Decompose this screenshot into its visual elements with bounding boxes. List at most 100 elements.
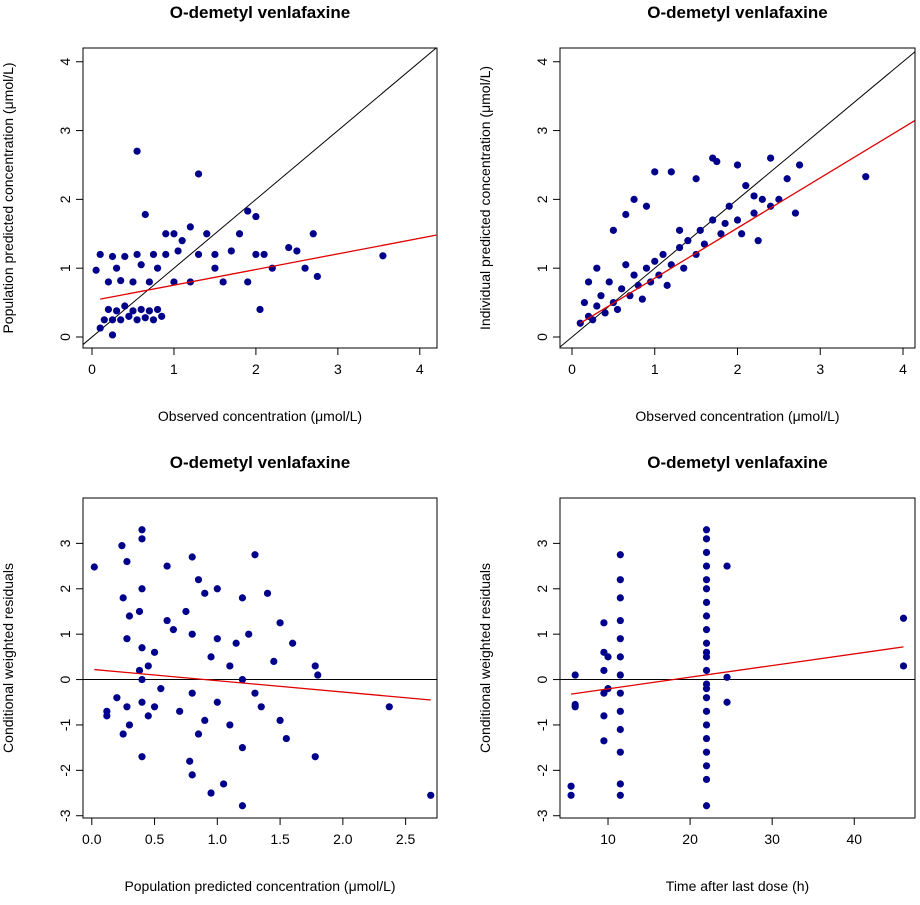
point — [201, 716, 209, 725]
point — [100, 316, 108, 324]
point — [194, 250, 203, 259]
point — [616, 780, 624, 788]
point — [675, 243, 684, 252]
point — [600, 619, 608, 627]
y-tick-label: 3 — [57, 539, 73, 547]
point — [188, 630, 196, 638]
y-axis-label: Conditional weighted residuals — [0, 563, 16, 753]
x-tick-label: 0 — [568, 361, 576, 377]
point — [385, 703, 393, 711]
point — [96, 250, 104, 259]
point — [313, 272, 321, 281]
point — [651, 168, 659, 176]
identity-line — [560, 51, 915, 348]
y-tick-label: 0 — [534, 675, 550, 683]
y-tick-label: 2 — [57, 195, 73, 203]
point — [702, 707, 711, 715]
point — [163, 562, 171, 570]
point — [702, 648, 711, 656]
point — [702, 775, 711, 784]
point — [176, 707, 184, 715]
point — [188, 689, 196, 697]
point — [153, 264, 162, 272]
point — [238, 744, 247, 752]
y-tick-label: -1 — [534, 719, 550, 732]
point — [604, 653, 612, 661]
point — [702, 694, 711, 702]
point — [783, 175, 791, 183]
point — [119, 594, 127, 602]
point — [145, 278, 153, 286]
point — [696, 226, 704, 234]
x-tick-label: 40 — [846, 831, 862, 847]
point — [618, 285, 626, 293]
point — [141, 210, 149, 219]
point — [219, 780, 228, 788]
point — [616, 616, 624, 625]
point — [150, 703, 159, 711]
point — [601, 309, 609, 317]
x-tick-label: 30 — [764, 831, 780, 847]
point — [638, 295, 646, 303]
y-tick-label: 4 — [534, 58, 550, 66]
point — [174, 247, 182, 255]
point — [219, 278, 227, 286]
chart-title: O-demetyl venlafaxine — [647, 3, 827, 22]
point — [702, 548, 711, 557]
point — [207, 653, 215, 661]
y-tick-label: -3 — [534, 809, 550, 822]
x-tick-label: 10 — [600, 831, 616, 847]
y-tick-label: 4 — [57, 58, 73, 66]
point — [133, 147, 141, 155]
point — [616, 653, 624, 661]
x-tick-label: 20 — [682, 831, 698, 847]
point — [767, 202, 775, 210]
point — [589, 316, 597, 324]
point — [285, 243, 293, 252]
point — [616, 707, 624, 715]
y-tick-label: 2 — [534, 195, 550, 203]
point — [117, 276, 125, 285]
x-tick-label: 1 — [170, 361, 178, 377]
point — [584, 278, 593, 286]
x-axis-label: Observed concentration (μmol/L) — [635, 408, 839, 424]
point — [211, 250, 219, 259]
point — [593, 302, 601, 310]
point — [123, 703, 131, 711]
point — [213, 635, 221, 643]
point — [616, 748, 624, 756]
point — [702, 666, 711, 675]
point — [188, 771, 196, 779]
point — [112, 264, 121, 272]
point — [138, 644, 146, 652]
point — [270, 657, 278, 666]
point — [642, 202, 651, 210]
point — [702, 562, 711, 570]
point — [238, 675, 247, 684]
plot-frame — [559, 497, 916, 819]
point — [170, 230, 178, 238]
point — [260, 250, 268, 259]
point — [750, 209, 758, 217]
x-tick-label: 3 — [334, 361, 342, 377]
point — [725, 202, 733, 210]
point — [709, 216, 717, 224]
point — [129, 307, 137, 315]
point — [96, 324, 104, 332]
point — [125, 312, 133, 320]
point — [379, 252, 387, 260]
point — [580, 298, 589, 307]
chart-title: O-demetyl venlafaxine — [647, 453, 827, 472]
point — [289, 639, 297, 647]
point — [663, 281, 671, 289]
point — [616, 635, 624, 643]
y-tick-label: 1 — [57, 630, 73, 638]
point — [742, 182, 750, 190]
point — [862, 173, 870, 181]
point — [622, 261, 630, 269]
point — [138, 585, 146, 593]
chart-title: O-demetyl venlafaxine — [170, 453, 350, 472]
point — [667, 168, 675, 176]
plot-area — [560, 526, 915, 810]
point — [723, 698, 731, 706]
